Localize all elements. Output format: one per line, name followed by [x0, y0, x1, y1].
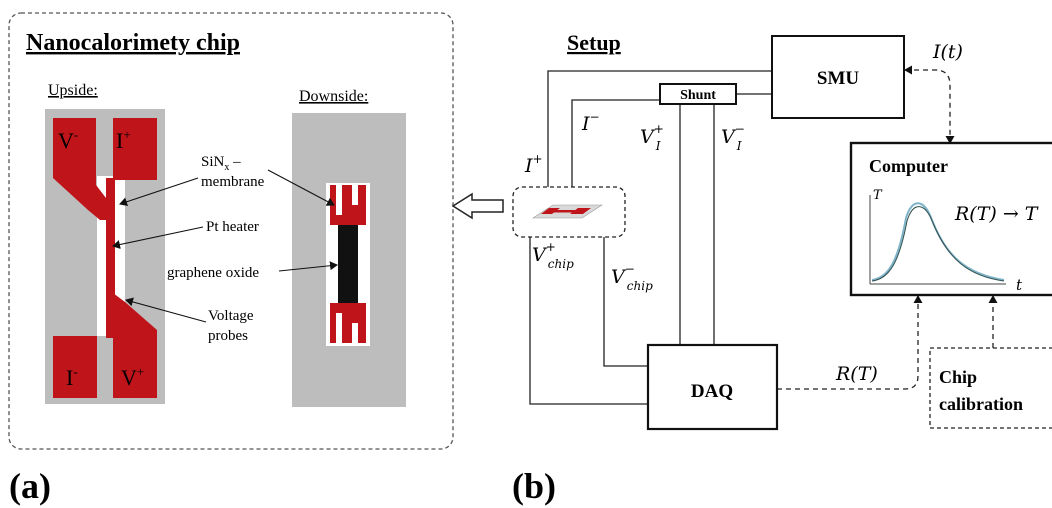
downside-chip — [292, 113, 406, 407]
screen-curve-dark — [871, 206, 1005, 282]
annot-heater: Pt heater — [206, 219, 259, 235]
wires — [529, 70, 772, 405]
pt-heater-strip — [106, 178, 115, 338]
computer-box — [849, 141, 1052, 297]
label-r-t: R(T) — [835, 363, 878, 385]
pad-i-minus-label: I- — [66, 364, 78, 390]
panel-b-title: Setup — [567, 30, 621, 55]
chip-calibration-line2: calibration — [939, 394, 1023, 414]
label-vchip-minus: V− chip — [611, 262, 653, 293]
panel-a-title: Nanocalorimety chip — [26, 30, 240, 56]
leader-heater — [112, 226, 204, 249]
label-vi-plus: V+ I — [640, 122, 664, 153]
panel-a-frame — [8, 12, 454, 450]
leader-membrane-up — [119, 177, 199, 207]
pad-v-plus — [113, 293, 157, 398]
downside-membrane-red-bottom — [330, 303, 366, 343]
panel-letter-a: (a) — [9, 466, 51, 506]
daq-label: DAQ — [691, 381, 733, 402]
graphene-oxide-sample — [338, 225, 358, 303]
panel-a: Nanocalorimety chip Upside: Downside: V-… — [8, 12, 454, 450]
leader-membrane-down — [267, 169, 335, 206]
leader-graphene — [278, 261, 338, 272]
daq-box — [646, 343, 779, 431]
shunt-box — [659, 83, 737, 105]
panel-b: Setup SMU Shunt — [512, 30, 1052, 431]
pad-v-plus-label: V+ — [121, 364, 144, 390]
annotation-leaders — [112, 169, 338, 323]
smu-label: SMU — [817, 68, 860, 89]
annot-membrane-line1: SiNx – — [201, 154, 241, 173]
label-i-minus: I− — [581, 110, 600, 135]
downside-white-slit-bottom-right — [352, 323, 358, 343]
wire-vchip-minus — [603, 236, 648, 367]
downside-white-slit-bottom-left — [336, 313, 342, 343]
pad-v-minus-label: V- — [58, 127, 78, 153]
upside-label: Upside: — [48, 82, 98, 99]
label-vchip-plus: V+ chip — [532, 240, 574, 271]
annot-probes-line1: Voltage — [208, 308, 254, 324]
mini-chip-strip — [553, 210, 575, 213]
computer-label: Computer — [869, 156, 948, 176]
downside-white-slit-top-left — [336, 185, 342, 215]
chip-calibration-box — [929, 347, 1052, 429]
label-i-plus: I+ — [524, 152, 543, 177]
wire-i-minus — [571, 99, 660, 187]
wire-vchip-plus — [529, 236, 648, 405]
mini-chip-icon — [531, 204, 604, 219]
downside-membrane-red-top — [330, 185, 366, 225]
screen-axis-x-label: t — [1016, 276, 1023, 294]
smu-box — [771, 35, 905, 119]
upside-chip: V- I+ I- V+ — [45, 109, 165, 404]
pad-v-minus — [53, 118, 108, 220]
leader-probes — [125, 297, 207, 323]
pad-i-plus-label: I+ — [116, 127, 131, 153]
link-daq-computer — [777, 295, 923, 390]
downside-white-slit-top-right — [352, 185, 358, 205]
annot-probes-line2: probes — [208, 328, 248, 344]
label-i-t: I(t) — [932, 41, 963, 63]
downside-label: Downside: — [299, 88, 368, 105]
mini-chip-pad-right — [570, 208, 591, 214]
screen-curve-light — [871, 202, 1005, 281]
wire-i-plus — [547, 70, 772, 187]
pad-i-minus — [53, 336, 97, 398]
dashed-links — [777, 65, 998, 390]
hollow-arrow-left-icon — [451, 192, 504, 220]
pad-i-plus — [113, 118, 157, 180]
annot-membrane-line2: membrane — [201, 174, 265, 190]
screen-formula: R(T) → T — [954, 203, 1039, 225]
annot-graphene: graphene oxide — [167, 265, 259, 281]
chip-calibration-line1: Chip — [939, 367, 977, 387]
link-smu-computer — [904, 65, 955, 144]
shunt-label: Shunt — [680, 88, 716, 103]
panel-letter-b: (b) — [512, 466, 556, 506]
mini-chip-pad-left — [541, 208, 560, 214]
computer-screen-plot: T R(T) → T — [869, 188, 1039, 285]
label-vi-minus: V− I — [721, 122, 745, 153]
screen-axis-y-label: T — [873, 188, 883, 203]
